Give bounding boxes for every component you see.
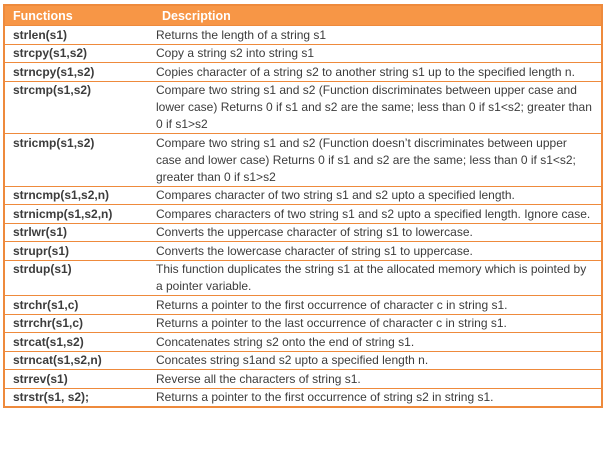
description-cell: Compare two string s1 and s2 (Function d… bbox=[156, 83, 592, 131]
col-header-description: Description bbox=[154, 5, 602, 26]
table-row: strncpy(s1,s2) Copies character of a stri… bbox=[4, 63, 602, 81]
description-cell: Concatenates string s2 onto the end of s… bbox=[156, 334, 415, 349]
function-name-cell: strncmp(s1,s2,n) bbox=[13, 188, 110, 202]
table-row: strcmp(s1,s2) Compare two string s1 and s… bbox=[4, 81, 602, 134]
table-row: strncmp(s1,s2,n) Compares character of tw… bbox=[4, 186, 602, 205]
description-cell: Returns the length of a string s1 bbox=[156, 27, 327, 42]
description-cell: This function duplicates the string s1 a… bbox=[156, 262, 587, 293]
table-row: strcat(s1,s2) Concatenates string s2 onto… bbox=[4, 333, 602, 351]
function-name-cell: strstr(s1, s2); bbox=[13, 390, 90, 404]
table-row: strupr(s1) Converts the lowercase charact… bbox=[4, 242, 602, 260]
function-name-cell: strchr(s1,c) bbox=[13, 297, 79, 312]
table-row: strrev(s1) Reverse all the characters of … bbox=[4, 370, 602, 388]
description-cell: Returns a pointer to the first occurrenc… bbox=[156, 297, 508, 312]
description-cell: Returns a pointer to the first occurrenc… bbox=[156, 390, 494, 404]
table-row: strlwr(s1) Converts the uppercase charact… bbox=[4, 223, 602, 242]
col-header-functions: Functions bbox=[4, 5, 154, 26]
function-name-cell: strrev(s1) bbox=[13, 371, 68, 386]
table-row: strnicmp(s1,s2,n) Compares characters of … bbox=[4, 205, 602, 223]
table-row: strchr(s1,c) Returns a pointer to the fir… bbox=[4, 296, 602, 314]
function-name-cell: strnicmp(s1,s2,n) bbox=[13, 206, 113, 221]
function-name-cell: strlen(s1) bbox=[13, 27, 68, 42]
string-functions-table: Functions Description strlen(s1) Returns … bbox=[3, 4, 603, 408]
table-row: strdup(s1) This function duplicates the s… bbox=[4, 260, 602, 296]
table-row: strcpy(s1,s2) Copy a string s2 into strin… bbox=[4, 44, 602, 63]
description-cell: Returns a pointer to the last occurrence… bbox=[156, 316, 507, 330]
function-name-cell: strcpy(s1,s2) bbox=[13, 46, 88, 60]
description-cell: Compare two string s1 and s2 (Function d… bbox=[156, 135, 576, 184]
table-row: stricmp(s1,s2) Compare two string s1 and … bbox=[4, 134, 602, 186]
function-name-cell: strdup(s1) bbox=[13, 262, 72, 276]
description-cell: Reverse all the characters of string s1. bbox=[156, 371, 361, 386]
function-name-cell: strcat(s1,s2) bbox=[13, 334, 84, 349]
table-row: strncat(s1,s2,n) Concates string s1and s2… bbox=[4, 351, 602, 370]
description-cell: Compares character of two string s1 and … bbox=[156, 188, 515, 202]
function-name-cell: strlwr(s1) bbox=[13, 225, 68, 239]
function-name-cell: strcmp(s1,s2) bbox=[13, 83, 92, 97]
description-cell: Compares characters of two string s1 and… bbox=[156, 206, 591, 221]
table-row: strstr(s1, s2); Returns a pointer to the … bbox=[4, 388, 602, 407]
description-cell: Copies character of a string s2 to anoth… bbox=[156, 64, 575, 79]
table-row: strrchr(s1,c) Returns a pointer to the la… bbox=[4, 314, 602, 333]
table-header-row: Functions Description bbox=[4, 5, 602, 26]
function-name-cell: strncat(s1,s2,n) bbox=[13, 353, 102, 367]
function-name-cell: stricmp(s1,s2) bbox=[13, 135, 95, 150]
description-cell: Converts the uppercase character of stri… bbox=[156, 225, 473, 239]
function-name-cell: strupr(s1) bbox=[13, 243, 70, 258]
table-row: strlen(s1) Returns the length of a string… bbox=[4, 26, 602, 44]
description-cell: Converts the lowercase character of stri… bbox=[156, 243, 473, 258]
function-name-cell: strncpy(s1,s2) bbox=[13, 64, 95, 79]
function-name-cell: strrchr(s1,c) bbox=[13, 316, 84, 330]
description-cell: Copy a string s2 into string s1 bbox=[156, 46, 315, 60]
description-cell: Concates string s1and s2 upto a specifie… bbox=[156, 353, 429, 367]
